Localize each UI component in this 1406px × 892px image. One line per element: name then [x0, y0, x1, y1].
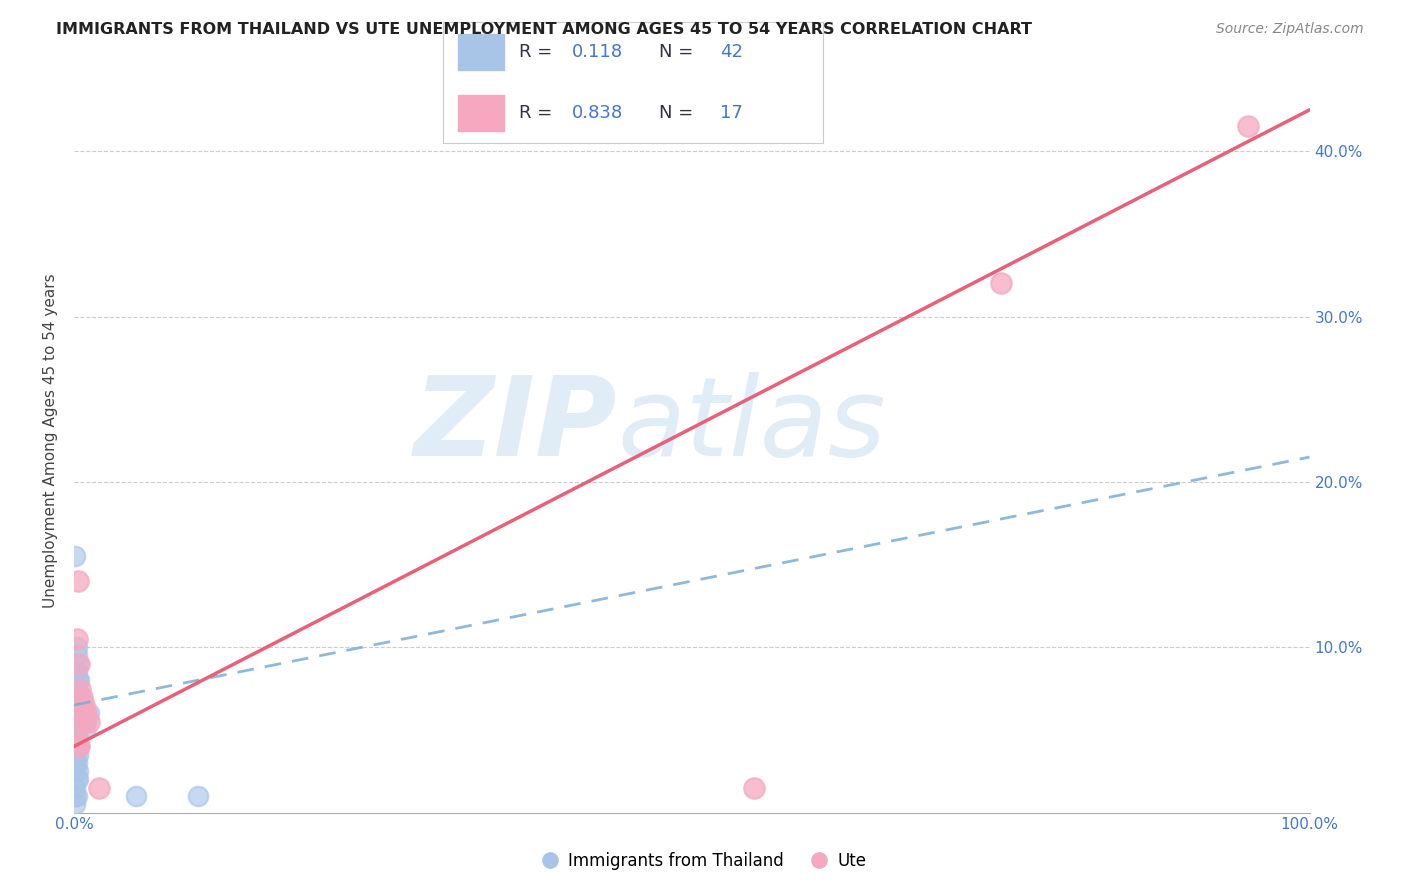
Point [66, 731, 89, 746]
Point [65, 549, 87, 564]
Point [65, 723, 87, 737]
Text: N =: N = [659, 44, 699, 62]
Point [65, 789, 87, 803]
Point [69, 706, 91, 721]
Point [1236, 120, 1258, 134]
Point [187, 789, 209, 803]
Bar [458, 95, 503, 130]
Point [65, 772, 87, 787]
Point [65, 731, 87, 746]
Point [65, 640, 87, 655]
Point [67, 690, 90, 704]
Point [65, 681, 87, 696]
Text: ZIP: ZIP [415, 372, 617, 479]
Point [65, 756, 87, 770]
Text: atlas: atlas [617, 372, 886, 479]
Y-axis label: Unemployment Among Ages 45 to 54 years: Unemployment Among Ages 45 to 54 years [44, 273, 58, 607]
Point [65, 731, 87, 746]
Point [73, 714, 96, 729]
Point [65, 780, 87, 795]
Point [66, 772, 89, 787]
Text: R =: R = [519, 103, 558, 121]
Point [65, 681, 87, 696]
Text: N =: N = [659, 103, 699, 121]
Point [67, 739, 90, 754]
Point [65, 665, 87, 679]
Point [742, 780, 765, 795]
Point [65, 797, 87, 812]
Point [67, 706, 90, 721]
Point [65, 747, 87, 762]
Bar [458, 35, 503, 70]
Legend: Immigrants from Thailand, Ute: Immigrants from Thailand, Ute [533, 846, 873, 877]
Point [75, 723, 97, 737]
Point [70, 714, 93, 729]
Point [73, 714, 96, 729]
Point [66, 673, 89, 688]
Text: IMMIGRANTS FROM THAILAND VS UTE UNEMPLOYMENT AMONG AGES 45 TO 54 YEARS CORRELATI: IMMIGRANTS FROM THAILAND VS UTE UNEMPLOY… [56, 22, 1032, 37]
Point [77, 714, 100, 729]
Point [66, 657, 89, 671]
Point [69, 681, 91, 696]
Point [66, 698, 89, 712]
Text: R =: R = [519, 44, 558, 62]
Point [66, 739, 89, 754]
Point [66, 747, 89, 762]
Point [77, 706, 100, 721]
Point [72, 714, 94, 729]
Point [69, 690, 91, 704]
Point [66, 764, 89, 779]
Point [70, 690, 93, 704]
Point [65, 764, 87, 779]
Point [65, 739, 87, 754]
Point [66, 574, 89, 588]
Point [73, 698, 96, 712]
Text: 0.838: 0.838 [572, 103, 623, 121]
Point [65, 648, 87, 663]
Point [75, 706, 97, 721]
Point [87, 780, 110, 795]
Point [67, 657, 90, 671]
Point [990, 277, 1012, 291]
Point [65, 756, 87, 770]
Point [67, 739, 90, 754]
Point [70, 698, 93, 712]
Point [65, 665, 87, 679]
Point [65, 632, 87, 646]
Point [72, 706, 94, 721]
Point [67, 673, 90, 688]
Point [65, 789, 87, 803]
Text: 0.118: 0.118 [572, 44, 623, 62]
Text: 17: 17 [720, 103, 742, 121]
Point [65, 739, 87, 754]
Point [125, 789, 148, 803]
Text: 42: 42 [720, 44, 742, 62]
Text: Source: ZipAtlas.com: Source: ZipAtlas.com [1216, 22, 1364, 37]
Point [75, 714, 97, 729]
